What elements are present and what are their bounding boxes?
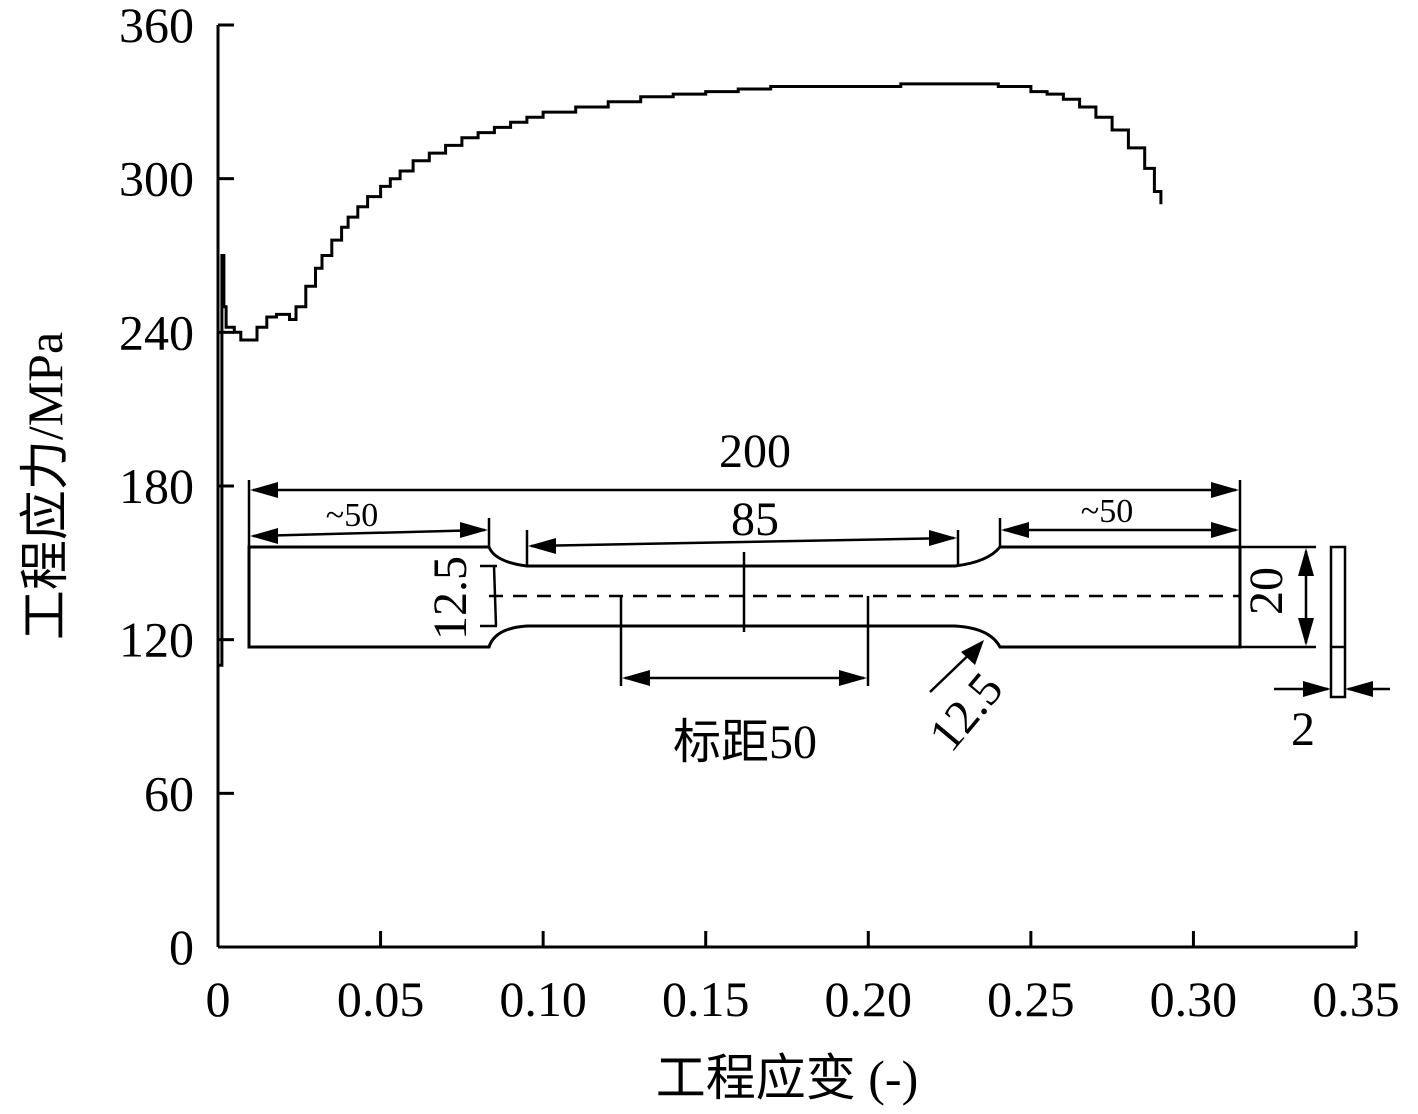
grip-left-label: ~50 [326, 497, 378, 534]
arrowhead [1298, 618, 1314, 646]
radius-right-label: 12.5 [919, 663, 1014, 761]
y-axis-title: 工程应力/MPa [17, 332, 73, 640]
x-tick-label: 0.05 [337, 971, 425, 1027]
x-tick-label: 0.25 [987, 971, 1075, 1027]
arrowhead [1303, 681, 1331, 697]
parallel-length-label: 85 [731, 493, 779, 546]
y-tick-label: 60 [144, 765, 194, 821]
arrowhead [250, 528, 278, 544]
arrowhead [1298, 548, 1314, 576]
arrowhead [528, 538, 556, 554]
radius-left-label: 12.5 [424, 556, 477, 640]
x-tick-label: 0 [206, 971, 231, 1027]
grip-left-dimension [252, 528, 486, 538]
specimen-drawing: 标距50 200 ~50 ~50 85 12.5 [247, 425, 1390, 769]
x-ticks: 0 0.05 0.10 0.15 0.20 0.25 0.30 0.35 [206, 931, 1400, 1027]
y-tick-label: 240 [119, 304, 194, 360]
width-label: 20 [1240, 567, 1293, 615]
arrowhead [1211, 522, 1239, 538]
y-tick-label: 0 [169, 919, 194, 975]
grip-right-label: ~50 [1081, 493, 1133, 530]
arrowhead [460, 522, 488, 538]
x-tick-label: 0.35 [1312, 971, 1400, 1027]
arrowhead [839, 670, 867, 686]
arrowhead [1001, 522, 1029, 538]
arrowhead [1211, 482, 1239, 498]
y-tick-label: 180 [119, 458, 194, 514]
x-tick-label: 0.30 [1150, 971, 1238, 1027]
arrowhead [250, 482, 278, 498]
gauge-length-label: 标距50 [673, 716, 817, 769]
parallel-length-dimension [530, 536, 955, 548]
y-tick-label: 360 [119, 0, 194, 53]
x-axis-title: 工程应变 (-) [656, 1050, 918, 1106]
side-view [1329, 545, 1347, 699]
stress-strain-curve [218, 82, 1163, 667]
overall-length-label: 200 [719, 425, 791, 478]
y-tick-label: 300 [119, 151, 194, 207]
thickness-label: 2 [1291, 703, 1315, 756]
x-tick-label: 0.15 [662, 971, 750, 1027]
y-tick-label: 120 [119, 612, 194, 668]
x-tick-label: 0.10 [499, 971, 587, 1027]
y-ticks: 0 60 120 180 240 300 360 [119, 0, 234, 975]
radius-left-marker [492, 565, 498, 627]
arrowhead [622, 670, 650, 686]
arrowhead [929, 530, 957, 546]
x-tick-label: 0.20 [825, 971, 913, 1027]
arrowhead [961, 640, 984, 665]
arrowhead [1345, 681, 1373, 697]
